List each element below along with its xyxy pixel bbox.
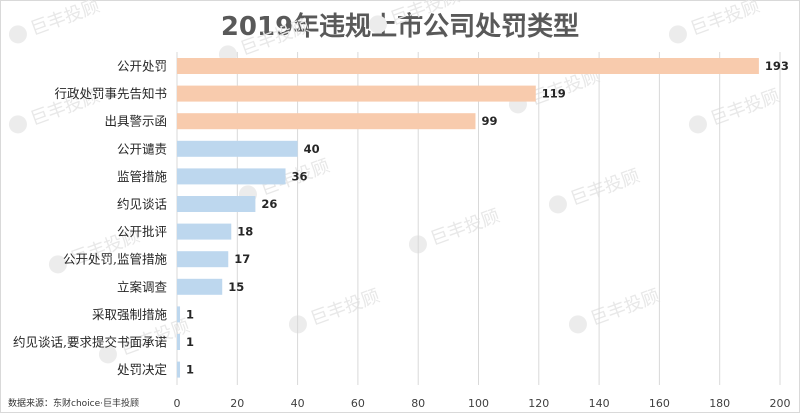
data-label: 17 — [234, 252, 250, 266]
bar — [177, 361, 181, 378]
bar — [177, 251, 229, 268]
data-label: 15 — [228, 280, 244, 294]
x-tick-label: 200 — [770, 397, 791, 410]
bar — [177, 58, 759, 74]
category-label: 公开处罚,监管措施 — [63, 252, 167, 267]
gridlines — [176, 52, 781, 385]
svg-text:巨丰投顾: 巨丰投顾 — [708, 86, 783, 130]
category-label: 行政处罚事先告知书 — [54, 86, 167, 101]
data-label: 99 — [481, 114, 497, 128]
x-tick-label: 100 — [468, 397, 489, 410]
source-note: 数据来源：东财choice·巨丰投顾 — [8, 399, 140, 409]
category-label: 出具警示函 — [104, 114, 167, 129]
chart-title: 2019年违规上市公司处罚类型 — [220, 12, 580, 42]
x-tick-label: 0 — [174, 397, 181, 410]
category-label: 公开批评 — [117, 224, 167, 239]
category-label: 立案调查 — [117, 279, 168, 294]
x-tick-label: 140 — [589, 397, 610, 410]
svg-text:巨丰投顾: 巨丰投顾 — [28, 0, 103, 40]
data-label: 26 — [261, 197, 277, 211]
x-tick-label: 60 — [351, 397, 365, 410]
data-label: 1 — [186, 335, 194, 349]
category-label: 监管措施 — [117, 169, 168, 184]
category-labels: 公开处罚行政处罚事先告知书出具警示函公开谴责监管措施约见谈话公开批评公开处罚,监… — [13, 59, 167, 378]
x-tick-label: 120 — [528, 397, 549, 410]
data-label: 119 — [542, 87, 566, 101]
bar — [177, 334, 181, 350]
bar — [177, 113, 476, 130]
watermark: 巨丰投顾 — [668, 0, 763, 44]
category-label: 公开处罚 — [117, 59, 167, 74]
x-tick-labels: 0 20 40 60 80 100 120 140 160 180 200 — [174, 397, 791, 410]
svg-text:巨丰投顾: 巨丰投顾 — [688, 0, 763, 40]
watermark: 巨丰投顾 — [568, 286, 663, 334]
svg-text:巨丰投顾: 巨丰投顾 — [568, 166, 643, 210]
x-tick-label: 180 — [709, 397, 730, 410]
bar — [177, 85, 536, 102]
data-label: 18 — [237, 225, 253, 239]
data-labels: 193 119 99 40 36 26 18 17 15 1 1 1 — [186, 59, 789, 377]
data-label: 1 — [186, 307, 194, 321]
x-tick-label: 160 — [649, 397, 670, 410]
watermark: 巨丰投顾 — [288, 286, 383, 334]
category-label: 采取强制措施 — [92, 307, 168, 322]
data-label: 193 — [765, 59, 789, 73]
category-label: 处罚决定 — [117, 362, 167, 377]
watermark: 巨丰投顾 — [688, 86, 783, 134]
svg-text:巨丰投顾: 巨丰投顾 — [388, 0, 463, 30]
x-tick-label: 80 — [411, 397, 425, 410]
watermark: 巨丰投顾 — [408, 206, 503, 254]
bar — [177, 278, 223, 295]
watermark: 巨丰投顾 — [548, 166, 643, 214]
data-label: 36 — [292, 169, 308, 183]
svg-text:巨丰投顾: 巨丰投顾 — [238, 16, 313, 60]
category-label: 约见谈话,要求提交书面承诺 — [13, 335, 167, 350]
data-label: 1 — [186, 363, 194, 377]
bar — [177, 140, 298, 157]
bar — [177, 223, 232, 240]
data-label: 40 — [304, 142, 320, 156]
watermark: 巨丰投顾 — [368, 0, 463, 34]
bar — [177, 168, 286, 185]
bars — [177, 58, 759, 378]
bar — [177, 306, 181, 323]
svg-text:巨丰投顾: 巨丰投顾 — [428, 206, 503, 250]
watermark: 巨丰投顾 — [8, 0, 103, 44]
category-label: 约见谈话 — [117, 197, 167, 212]
category-label: 公开谴责 — [117, 141, 167, 156]
x-tick-label: 20 — [230, 397, 244, 410]
x-tick-label: 40 — [291, 397, 305, 410]
bar — [177, 196, 256, 212]
svg-text:巨丰投顾: 巨丰投顾 — [308, 286, 383, 330]
